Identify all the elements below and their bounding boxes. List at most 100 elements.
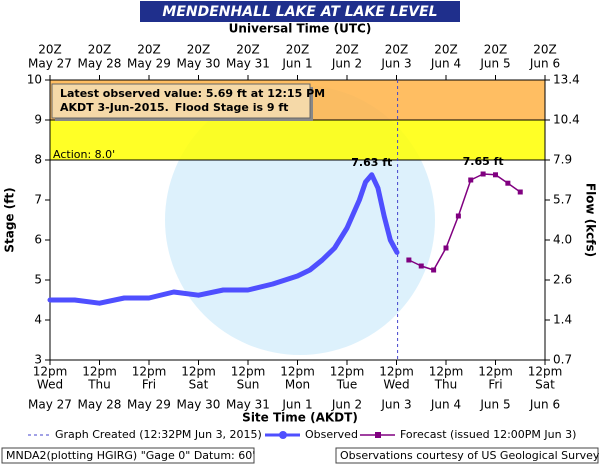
- info-text: AKDT 3-Jun-2015.: [60, 101, 169, 114]
- legend-marker: [375, 432, 381, 438]
- x-tick-label: Wed: [383, 378, 409, 392]
- y-tick-label: 6: [34, 233, 42, 247]
- x-tick-label: May 28: [78, 398, 122, 412]
- x2-tick-label: 20Z: [236, 43, 260, 57]
- info-text: Latest observed value: 5.69 ft at 12:15 …: [60, 87, 325, 100]
- x2-tick-label: 20Z: [385, 43, 409, 57]
- y2-tick-label: 0.7: [553, 353, 572, 367]
- subtitle: Universal Time (UTC): [229, 22, 372, 36]
- x2-tick-label: Jun 6: [529, 57, 560, 71]
- x-tick-label: 12pm: [181, 365, 216, 379]
- x2-tick-label: 20Z: [484, 43, 508, 57]
- x-tick-label: 12pm: [280, 365, 315, 379]
- footer-left: MNDA2(plotting HGIRG) "Gage 0" Datum: 60…: [6, 449, 255, 462]
- x-axis-title: Site Time (AKDT): [242, 411, 358, 425]
- y2-axis-title: Flow (kcfs): [584, 183, 598, 257]
- x2-tick-label: 20Z: [335, 43, 359, 57]
- x-tick-label: 12pm: [231, 365, 266, 379]
- legend-marker: [279, 431, 287, 439]
- x2-tick-label: 20Z: [533, 43, 557, 57]
- x-tick-label: Jun 1: [281, 398, 312, 412]
- x2-tick-label: 20Z: [187, 43, 211, 57]
- point-marker: [493, 172, 498, 178]
- y2-tick-label: 5.7: [553, 193, 572, 207]
- x2-tick-label: 20Z: [434, 43, 458, 57]
- point-marker: [443, 245, 449, 251]
- info-text: Flood Stage is 9 ft: [175, 101, 289, 114]
- footer-right: Observations courtesy of US Geological S…: [340, 449, 600, 462]
- x-tick-label: Jun 3: [380, 398, 411, 412]
- info-box: [51, 83, 311, 119]
- x-tick-label: Thu: [87, 378, 111, 392]
- x2-tick-label: May 31: [226, 57, 270, 71]
- series-line: [47, 172, 400, 306]
- value-label: 7.63 ft: [351, 156, 392, 169]
- point-marker: [418, 263, 424, 269]
- y-tick-label: 10: [27, 73, 42, 87]
- x-tick-label: 12pm: [330, 365, 365, 379]
- footer-box: [335, 447, 599, 464]
- point-marker: [505, 180, 511, 186]
- x2-tick-label: Jun 2: [331, 57, 362, 71]
- y-tick-label: 3: [34, 353, 42, 367]
- x-tick-label: Fri: [142, 378, 156, 392]
- x-tick-label: 12pm: [429, 365, 464, 379]
- point-marker: [517, 189, 523, 195]
- x-tick-label: Jun 4: [430, 398, 461, 412]
- x2-tick-label: 20Z: [137, 43, 161, 57]
- threshold-band: [50, 120, 545, 160]
- legend-label: Graph Created (12:32PM Jun 3, 2015): [55, 428, 262, 441]
- x-tick-label: May 31: [226, 398, 270, 412]
- x2-tick-label: 20Z: [88, 43, 112, 57]
- x-tick-label: Jun 2: [331, 398, 362, 412]
- legend-label: Forecast (issued 12:00PM Jun 3): [400, 428, 576, 441]
- x2-tick-label: 20Z: [286, 43, 310, 57]
- x-tick-label: Thu: [434, 378, 458, 392]
- point-marker: [431, 267, 437, 273]
- x-tick-label: Wed: [37, 378, 63, 392]
- x-tick-label: May 30: [177, 398, 221, 412]
- x-tick-label: Sun: [237, 378, 260, 392]
- x2-tick-label: Jun 5: [479, 57, 510, 71]
- y2-tick-label: 1.4: [553, 313, 572, 327]
- x-tick-label: 12pm: [528, 365, 563, 379]
- legend-label: Observed: [305, 428, 358, 441]
- y2-tick-label: 10.4: [553, 113, 580, 127]
- y-tick-label: 4: [34, 313, 42, 327]
- x2-tick-label: Jun 4: [430, 57, 461, 71]
- x2-tick-label: May 28: [78, 57, 122, 71]
- x-tick-label: 12pm: [33, 365, 68, 379]
- x-tick-label: May 27: [28, 398, 72, 412]
- chart-title: MENDENHALL LAKE AT LAKE LEVEL: [162, 4, 437, 20]
- footer-box: [1, 447, 255, 464]
- y-tick-label: 5: [34, 273, 42, 287]
- x-tick-label: Tue: [336, 378, 358, 392]
- x-tick-label: Jun 6: [529, 398, 560, 412]
- point-marker: [480, 171, 486, 177]
- threshold-label: Action: 8.0': [53, 148, 115, 161]
- x-tick-label: 12pm: [379, 365, 414, 379]
- x2-tick-label: May 29: [127, 57, 171, 71]
- value-label: 7.65 ft: [463, 155, 504, 168]
- x-tick-label: Sat: [535, 378, 555, 392]
- x-tick-label: May 29: [127, 398, 171, 412]
- y2-tick-label: 7.9: [553, 153, 572, 167]
- y2-tick-label: 2.6: [553, 273, 572, 287]
- point-marker: [468, 177, 474, 183]
- y-tick-label: 8: [34, 153, 42, 167]
- x-tick-label: Mon: [285, 378, 310, 392]
- point-marker: [406, 257, 412, 263]
- x2-tick-label: Jun 3: [380, 57, 411, 71]
- x2-tick-label: May 30: [177, 57, 221, 71]
- x-tick-label: Jun 5: [479, 398, 510, 412]
- x-tick-label: Sat: [189, 378, 209, 392]
- y-axis-title: Stage (ft): [3, 187, 17, 252]
- y-tick-label: 9: [34, 113, 42, 127]
- x-tick-label: 12pm: [82, 365, 117, 379]
- series-line: [408, 173, 521, 271]
- x2-tick-label: May 27: [28, 57, 72, 71]
- x-tick-label: 12pm: [478, 365, 513, 379]
- x-tick-label: 12pm: [132, 365, 167, 379]
- point-marker: [455, 213, 461, 219]
